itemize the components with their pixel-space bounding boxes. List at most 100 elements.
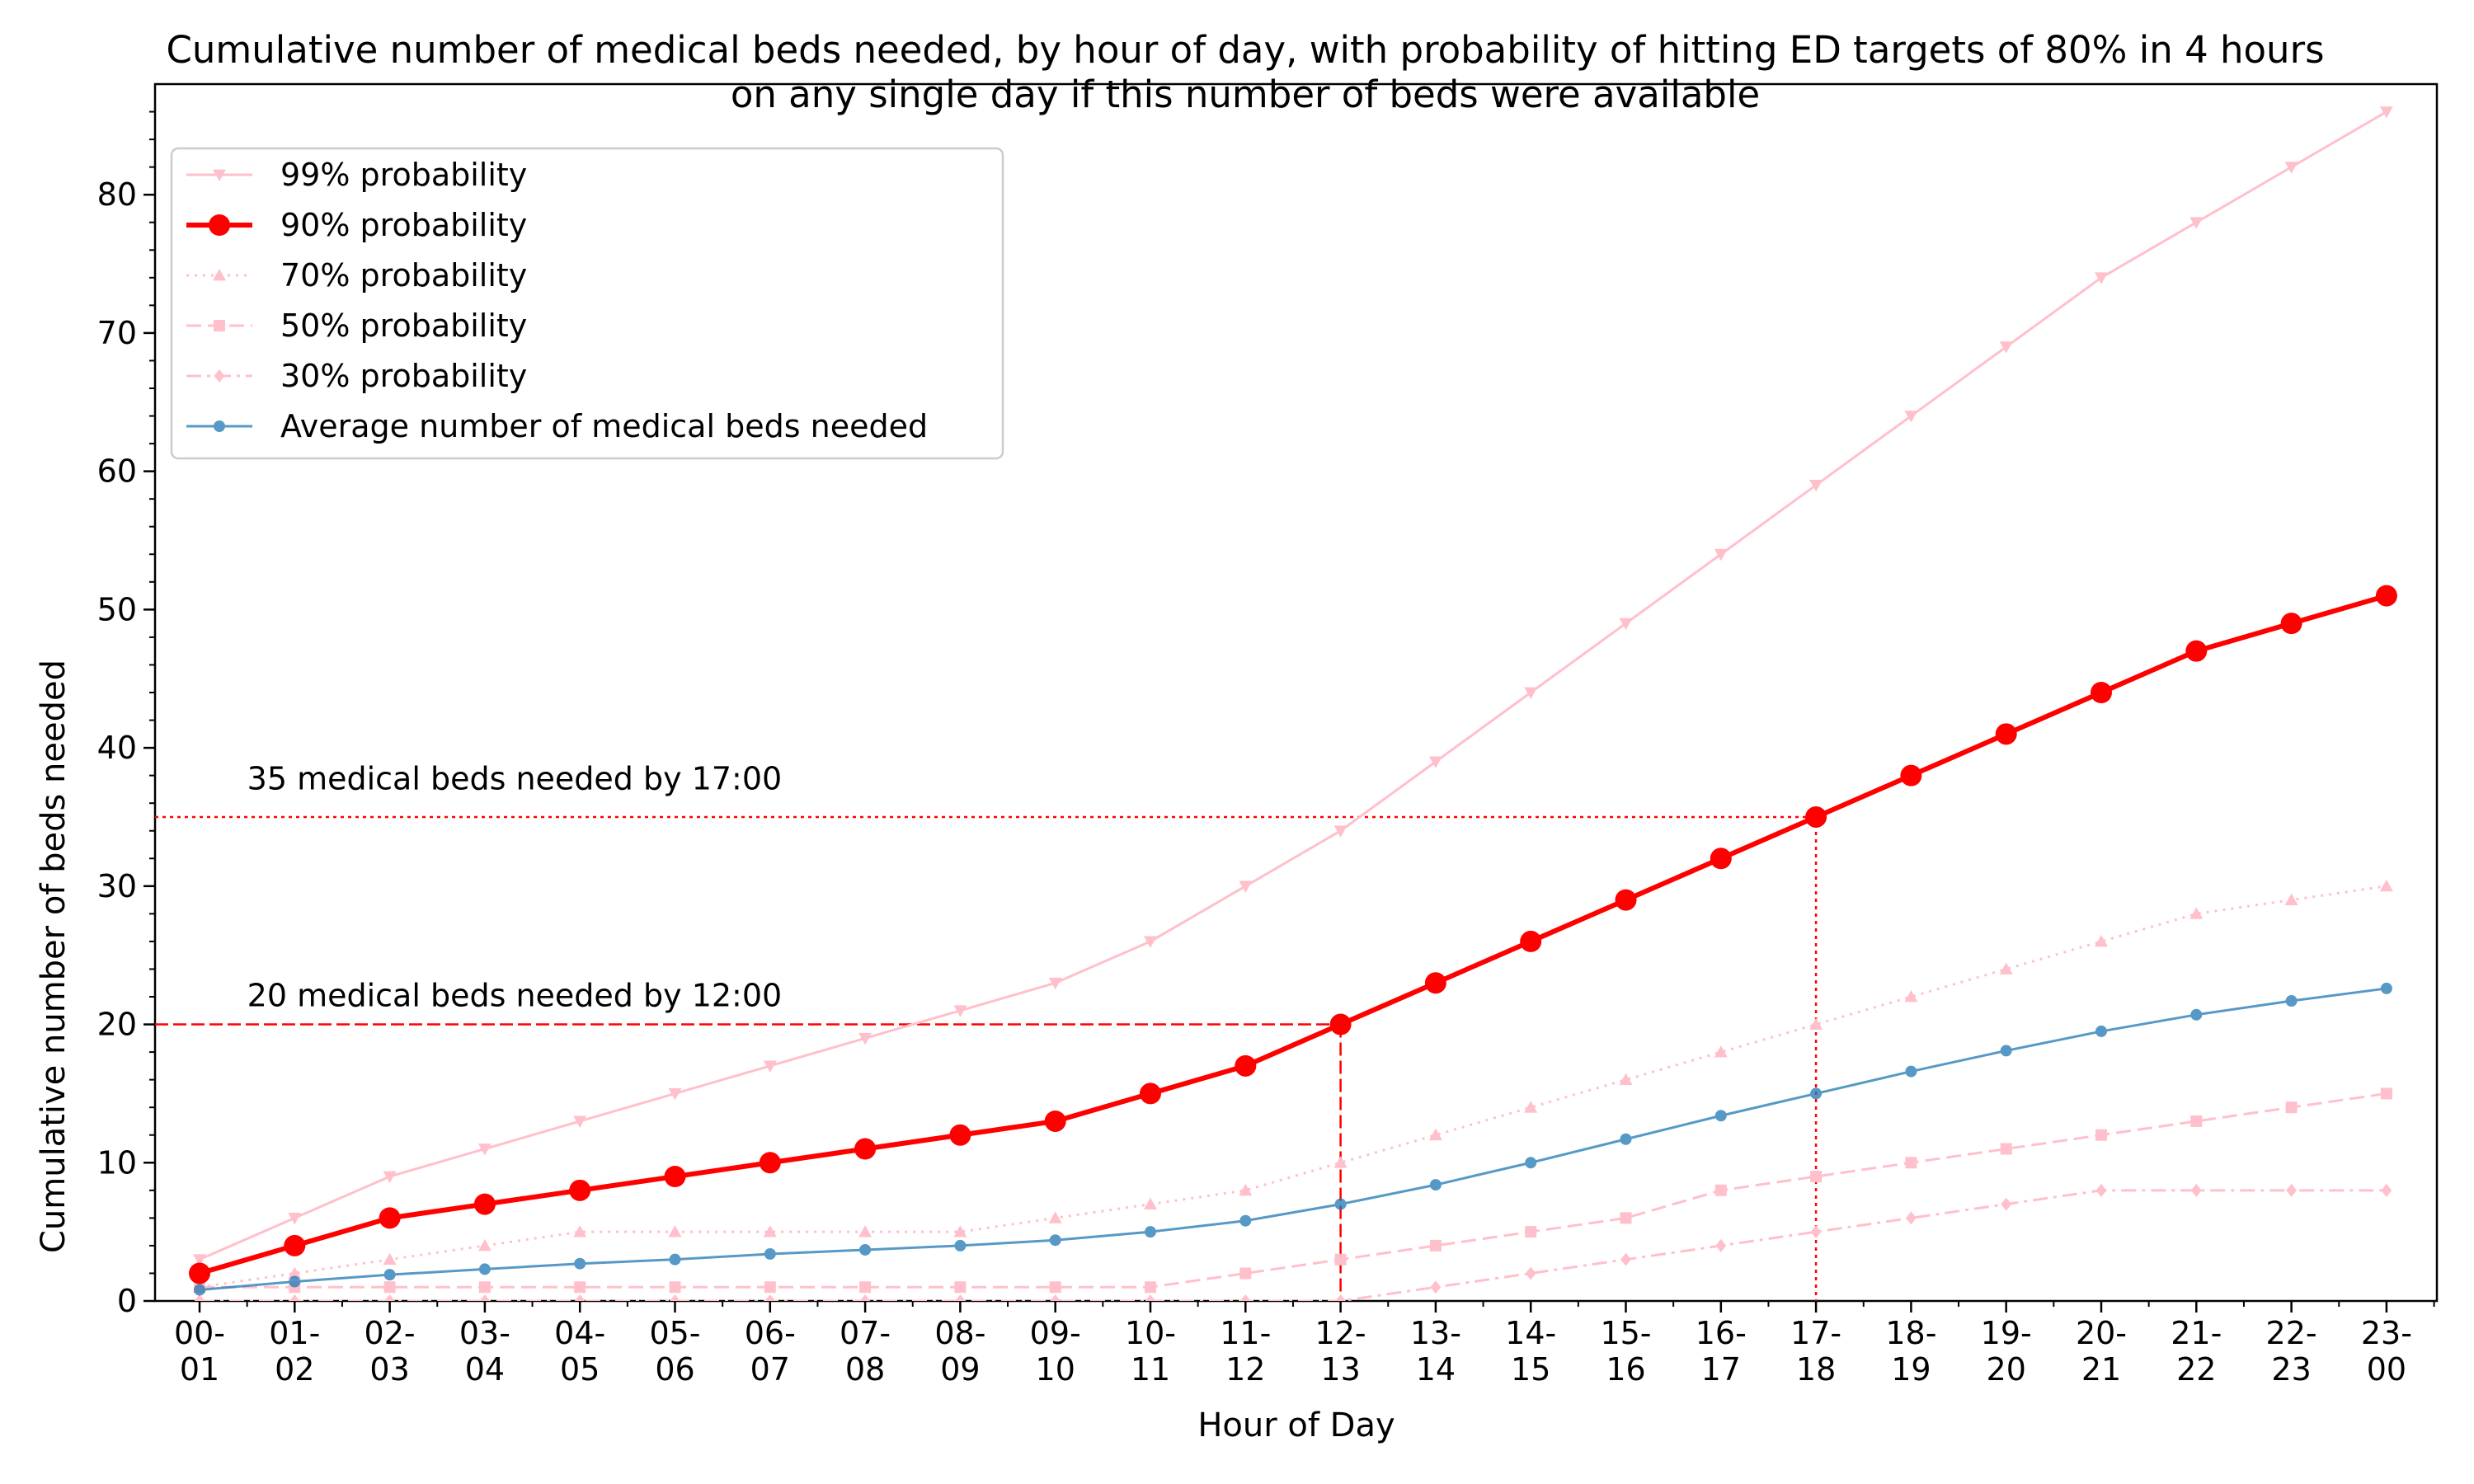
series-point-4 [2190, 1183, 2202, 1197]
series-point-3 [2190, 1115, 2203, 1127]
series-point-1 [1710, 848, 1732, 870]
x-tick-label: 08- [934, 1315, 985, 1351]
x-tick-label: 19- [1981, 1315, 2032, 1351]
series-point-0 [1048, 977, 1062, 990]
series-point-1 [2185, 640, 2208, 662]
series-point-0 [288, 1212, 302, 1225]
series-point-4 [955, 1294, 966, 1301]
series-point-5 [1525, 1157, 1537, 1169]
series-point-0 [1714, 548, 1728, 561]
series-point-4 [1145, 1294, 1156, 1301]
series-point-1 [949, 1124, 971, 1146]
series-point-4 [194, 1294, 205, 1301]
series-point-5 [383, 1269, 396, 1281]
y-tick-label: 40 [97, 730, 137, 766]
x-tick-label: 15 [1511, 1351, 1550, 1388]
series-point-5 [1239, 1214, 1252, 1227]
series-point-3 [2000, 1143, 2012, 1155]
x-tick-label: 06 [655, 1351, 694, 1388]
series-point-3 [1429, 1239, 1442, 1252]
series-point-0 [763, 1060, 777, 1073]
series-5 [194, 982, 2392, 1296]
series-point-5 [478, 1263, 491, 1275]
series-point-1 [854, 1138, 877, 1160]
legend-entry-2 [186, 269, 252, 281]
series-point-5 [194, 1284, 205, 1296]
series-point-0 [1144, 936, 1157, 948]
x-tick-label: 02- [365, 1315, 416, 1351]
x-tick-label: 22 [2176, 1351, 2216, 1388]
legend-entry-0 [186, 169, 252, 181]
y-tick-label: 0 [117, 1283, 137, 1319]
series-point-5 [2190, 1008, 2203, 1021]
y-tick-label: 30 [97, 868, 137, 904]
series-point-2 [1144, 1197, 1157, 1209]
x-tick-label: 01- [269, 1315, 320, 1351]
series-point-1 [1520, 930, 1542, 952]
series-point-4 [1430, 1280, 1442, 1294]
x-tick-label: 10- [1125, 1315, 1176, 1351]
x-tick-label: 22- [2266, 1315, 2317, 1351]
series-point-2 [668, 1225, 682, 1237]
series-point-0 [858, 1032, 872, 1045]
series-point-0 [383, 1171, 397, 1184]
series-point-3 [2285, 1101, 2298, 1114]
series-point-4 [1525, 1266, 1536, 1280]
series-point-4 [670, 1294, 680, 1301]
series-point-4 [1050, 1294, 1061, 1301]
series-point-0 [953, 1005, 967, 1017]
y-tick-label: 80 [97, 176, 137, 213]
x-tick-label: 19 [1891, 1351, 1931, 1388]
series-2 [193, 879, 2393, 1293]
x-tick-label: 07- [840, 1315, 891, 1351]
series-line-2 [199, 885, 2387, 1289]
x-tick-label: 01 [180, 1351, 219, 1388]
series-point-3 [1620, 1212, 1632, 1224]
legend-label-4: 30% probability [280, 358, 527, 394]
x-tick-label: 09 [940, 1351, 980, 1388]
series-point-2 [2284, 893, 2298, 905]
legend-marker-5 [214, 420, 225, 432]
series-point-3 [574, 1281, 586, 1294]
x-tick-label: 18 [1796, 1351, 1836, 1388]
series-point-1 [2375, 585, 2397, 607]
series-point-3 [1334, 1253, 1347, 1266]
series-point-5 [574, 1257, 586, 1270]
legend-entry-1 [186, 214, 252, 236]
series-point-1 [473, 1193, 496, 1215]
series-0 [193, 106, 2393, 1266]
x-tick-label: 04- [554, 1315, 605, 1351]
series-point-3 [669, 1281, 681, 1294]
series-point-2 [1809, 1017, 1823, 1030]
series-point-1 [2280, 613, 2302, 635]
x-tick-label: 14- [1505, 1315, 1556, 1351]
series-point-2 [858, 1225, 872, 1237]
series-point-3 [1049, 1281, 1061, 1294]
series-point-4 [1335, 1294, 1346, 1301]
legend-label-3: 50% probability [280, 308, 527, 344]
series-point-2 [2379, 879, 2393, 892]
series-point-0 [2189, 217, 2204, 229]
series-point-4 [1715, 1238, 1727, 1252]
series-point-0 [2379, 106, 2393, 119]
legend-marker-2 [213, 269, 226, 281]
series-point-5 [1905, 1065, 1917, 1078]
x-tick-label: 17- [1790, 1315, 1841, 1351]
series-point-3 [954, 1281, 967, 1294]
series-point-2 [1619, 1073, 1633, 1086]
series-point-2 [2189, 907, 2204, 919]
series-line-3 [200, 1092, 2387, 1289]
x-tick-label: 14 [1416, 1351, 1456, 1388]
y-tick-label: 10 [97, 1144, 137, 1181]
legend-entry-4 [186, 369, 252, 383]
x-tick-label: 23- [2361, 1315, 2412, 1351]
x-tick-label: 20 [1987, 1351, 2026, 1388]
series-point-1 [1329, 1013, 1352, 1036]
series-point-2 [1428, 1128, 1442, 1141]
series-3 [194, 1087, 2392, 1294]
legend-entry-5 [186, 420, 252, 432]
series-point-2 [1714, 1045, 1728, 1058]
series-point-4 [574, 1294, 586, 1301]
series-line-4 [200, 1189, 2387, 1301]
y-tick-label: 60 [97, 453, 137, 490]
